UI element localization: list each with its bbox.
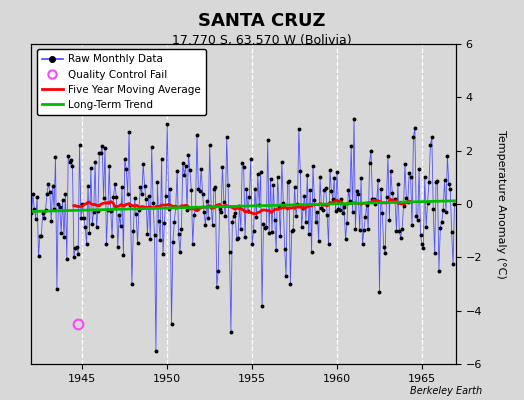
- Y-axis label: Temperature Anomaly (°C): Temperature Anomaly (°C): [496, 130, 506, 278]
- Text: SANTA CRUZ: SANTA CRUZ: [198, 12, 326, 30]
- Legend: Raw Monthly Data, Quality Control Fail, Five Year Moving Average, Long-Term Tren: Raw Monthly Data, Quality Control Fail, …: [37, 49, 206, 115]
- Text: 17.770 S, 63.570 W (Bolivia): 17.770 S, 63.570 W (Bolivia): [172, 34, 352, 47]
- Text: Berkeley Earth: Berkeley Earth: [410, 386, 482, 396]
